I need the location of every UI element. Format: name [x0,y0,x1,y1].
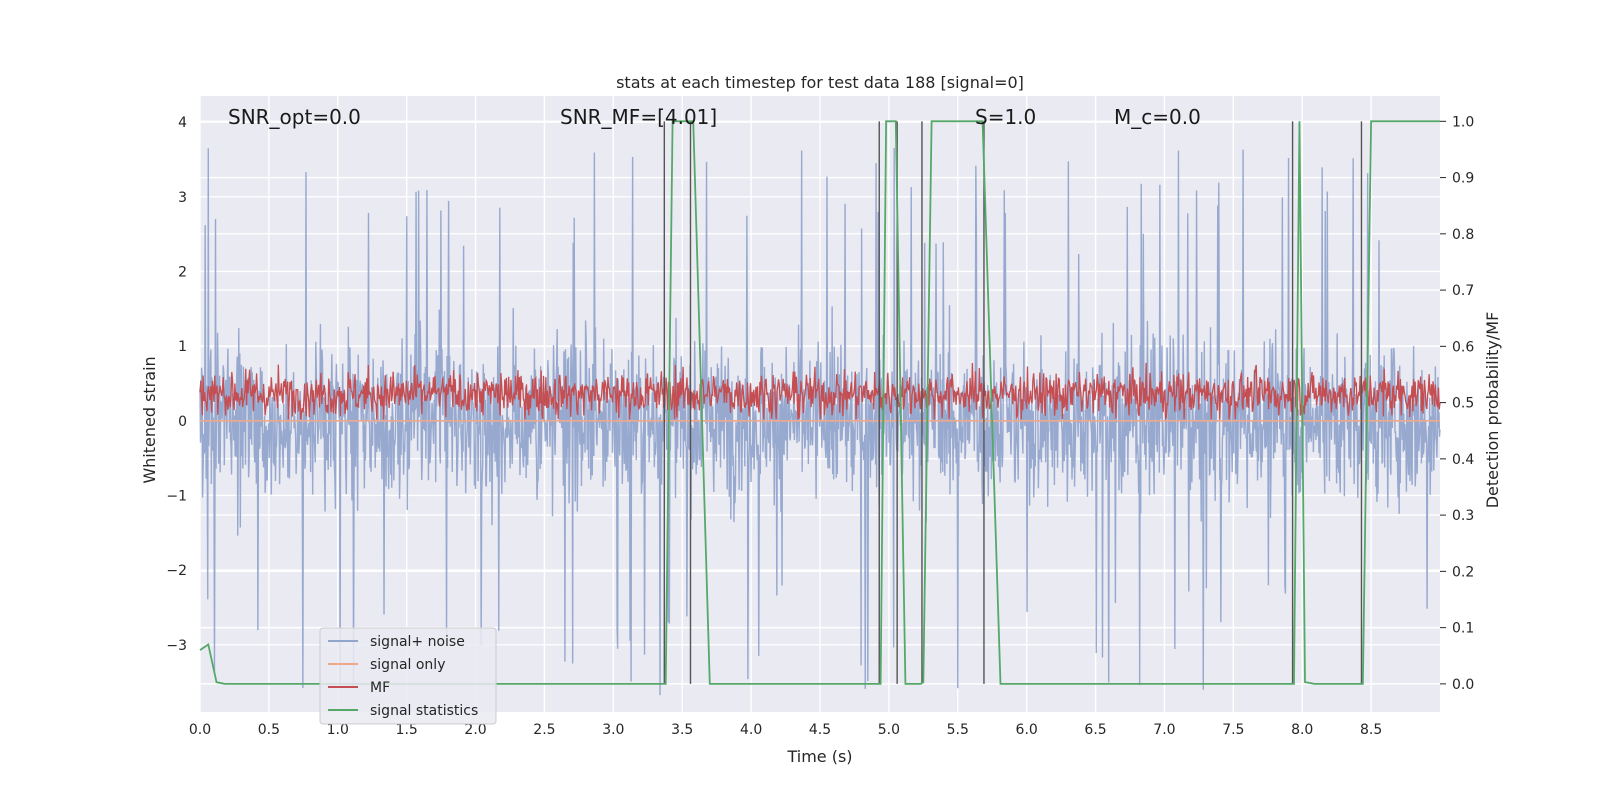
x-tick-label: 2.0 [464,722,486,738]
y-left-axis-ticks: −3 −2 −1 0 1 2 3 4 [166,115,187,654]
x-tick-label: 3.0 [602,722,624,738]
legend-label-stats: signal statistics [370,703,478,719]
x-tick-label: 7.5 [1222,722,1244,738]
y-left-tick-label: −2 [166,563,187,579]
y-right-tick-label: 0.0 [1452,677,1474,693]
legend-box [319,627,497,725]
y-right-axis-label: Detection probability/MF [1483,312,1502,509]
x-axis-ticks: 0.0 0.5 1.0 1.5 2.0 2.5 3.0 3.5 4.0 4.5 5.0 5.5 6.0 6… [189,722,1382,738]
y-right-tick-label: 0.8 [1452,227,1474,243]
x-tick-label: 2.5 [533,722,555,738]
annotation-mc: M_c=0.0 [1114,105,1201,129]
annotation-snr-opt: SNR_opt=0.0 [228,105,361,129]
legend-label-signal-only: signal only [370,657,445,673]
x-tick-label: 0.5 [258,722,280,738]
y-left-tick-label: −1 [166,488,187,504]
legend-label-mf: MF [370,680,390,696]
y-right-axis-ticks: 0.0 0.1 0.2 0.3 0.4 0.5 0.6 0.7 0.8 0.9 1.0 [1440,114,1474,693]
y-right-tick-label: 0.7 [1452,283,1474,299]
y-right-tick-label: 0.6 [1452,339,1474,355]
y-right-tick-label: 0.3 [1452,508,1474,524]
legend-label-noise: signal+ noise [370,634,465,650]
y-left-tick-label: 3 [178,190,187,206]
y-left-tick-label: 1 [178,339,187,355]
y-left-tick-label: 2 [178,264,187,280]
annotations: SNR_opt=0.0 SNR_MF=[4.01] S=1.0 M_c=0.0 [228,105,1201,129]
legend: signal+ noise signal only MF signal stat… [319,627,497,725]
vertical-markers [663,121,1363,684]
y-right-tick-label: 0.1 [1452,621,1474,637]
x-tick-label: 0.0 [189,722,211,738]
x-tick-label: 8.5 [1360,722,1382,738]
y-left-axis-label: Whitened strain [140,356,159,483]
y-right-tick-label: 0.4 [1452,452,1474,468]
signal-statistics-line [199,120,1440,685]
x-tick-label: 8.0 [1291,722,1313,738]
x-tick-label: 6.0 [1016,722,1038,738]
chart-title: stats at each timestep for test data 188… [616,73,1024,92]
y-right-tick-label: 0.5 [1452,396,1474,412]
y-right-tick-label: 0.9 [1452,171,1474,187]
x-tick-label: 1.0 [327,722,349,738]
series-signal-statistics [199,120,1440,685]
y-left-tick-label: 0 [178,414,187,430]
mf-line [199,362,1441,421]
x-tick-label: 1.5 [396,722,418,738]
annotation-s: S=1.0 [975,105,1036,129]
y-left-tick-label: −3 [166,638,187,654]
x-tick-label: 4.5 [809,722,831,738]
x-tick-label: 6.5 [1084,722,1106,738]
series-mf [199,362,1441,421]
y-right-tick-label: 1.0 [1452,114,1474,130]
x-tick-label: 5.0 [878,722,900,738]
x-tick-label: 5.5 [947,722,969,738]
x-tick-label: 7.0 [1153,722,1175,738]
y-right-tick-label: 0.2 [1452,564,1474,580]
x-axis-label: Time (s) [786,747,852,766]
x-tick-label: 4.0 [740,722,762,738]
x-tick-label: 3.5 [671,722,693,738]
annotation-snr-mf: SNR_MF=[4.01] [560,105,717,129]
y-left-tick-label: 4 [178,115,187,131]
